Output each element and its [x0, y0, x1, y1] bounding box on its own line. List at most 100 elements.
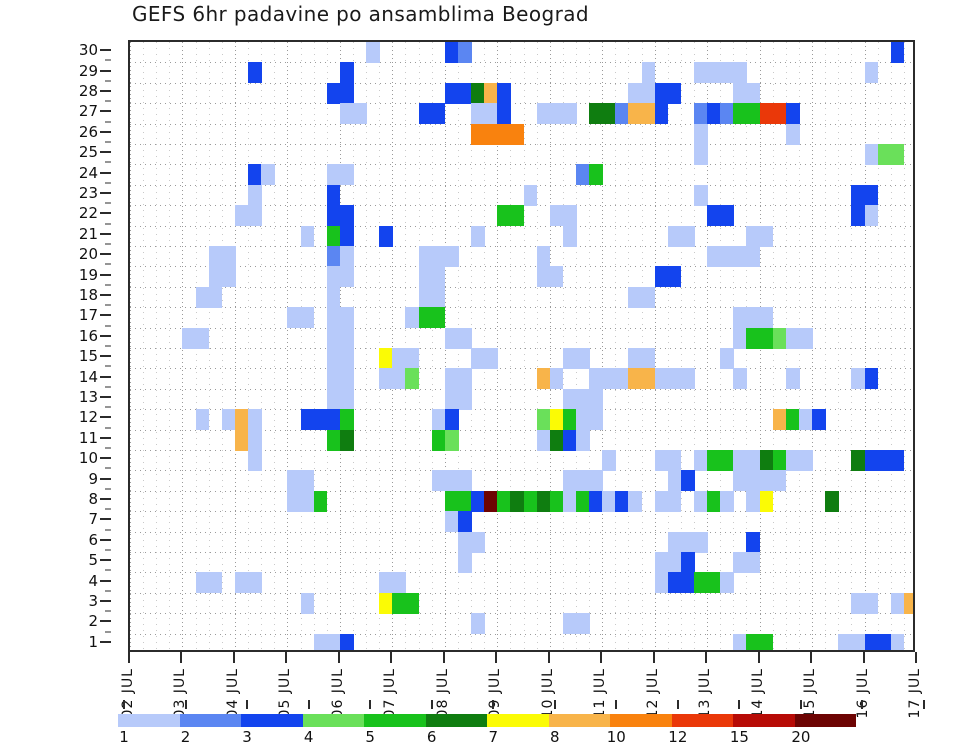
- heatmap-cell: [759, 225, 774, 247]
- colorbar-segment: [118, 714, 180, 727]
- heatmap-cell: [694, 144, 708, 165]
- x-tick-mark: [915, 652, 917, 663]
- heatmap-cell: [326, 286, 341, 308]
- heatmap-cell: [326, 429, 341, 451]
- heatmap-cell: [562, 205, 577, 227]
- gridline-6hr: [169, 42, 171, 650]
- gridline-day: [654, 42, 656, 650]
- heatmap-cell: [667, 490, 682, 512]
- heatmap-cell: [733, 103, 748, 125]
- heatmap-cell: [405, 307, 420, 329]
- heatmap-cell: [667, 470, 682, 492]
- heatmap-cell: [195, 286, 210, 308]
- heatmap-cell: [313, 633, 328, 650]
- y-tick-label: 7: [88, 510, 98, 529]
- gridline-day: [707, 42, 709, 650]
- heatmap-cell: [549, 429, 564, 451]
- heatmap-cell: [746, 470, 761, 492]
- gridline-member: [130, 368, 913, 370]
- colorbar-tick-label: 15: [729, 728, 749, 746]
- heatmap-cell: [733, 246, 748, 267]
- x-tick-mark: [862, 652, 865, 663]
- y-minor-tick: [105, 467, 111, 469]
- heatmap-cell: [248, 409, 262, 431]
- x-tick-mark: [495, 652, 498, 663]
- heatmap-cell: [575, 470, 590, 492]
- heatmap-cell: [785, 103, 800, 125]
- heatmap-cell: [667, 552, 682, 573]
- heatmap-cell: [798, 450, 813, 471]
- heatmap-cell: [457, 511, 472, 533]
- gridline-day: [130, 42, 131, 650]
- heatmap-cell: [733, 62, 748, 84]
- y-tick-mark: [100, 640, 111, 643]
- heatmap-cell: [471, 82, 485, 104]
- gridline-6hr: [523, 42, 525, 650]
- x-tick-mark: [547, 652, 550, 663]
- heatmap-cell: [733, 470, 748, 492]
- colorbar-tick-label: 10: [606, 728, 626, 746]
- heatmap-cell: [694, 450, 708, 471]
- heatmap-cell: [772, 103, 787, 125]
- gridline-6hr: [589, 42, 591, 650]
- gridline-member: [130, 286, 913, 288]
- x-tick-mark: [600, 652, 603, 663]
- heatmap-cell: [694, 123, 708, 145]
- heatmap-cell: [300, 409, 315, 431]
- heatmap-cell: [221, 409, 236, 431]
- heatmap-cell: [484, 348, 498, 369]
- gridline-member: [130, 572, 913, 574]
- gridline-6hr: [221, 42, 223, 650]
- colorbar-tick-mark: [553, 700, 556, 709]
- y-tick-mark: [100, 396, 111, 398]
- heatmap-cell: [444, 429, 459, 451]
- heatmap-cell: [234, 429, 249, 451]
- heatmap-cell: [339, 266, 354, 288]
- colorbar-segment: [487, 714, 549, 727]
- heatmap-cell: [326, 225, 341, 247]
- heatmap-cell: [248, 429, 262, 451]
- x-tick-mark: [705, 652, 708, 663]
- heatmap-cell: [733, 82, 748, 104]
- y-tick-label: 16: [78, 326, 98, 345]
- heatmap-cell: [746, 225, 761, 247]
- heatmap-cell: [562, 409, 577, 431]
- colorbar-segment: [548, 714, 611, 727]
- heatmap-cell: [864, 368, 879, 390]
- colorbar-tick-mark: [307, 700, 310, 709]
- y-minor-tick: [105, 263, 111, 265]
- gridline-day: [287, 42, 289, 650]
- y-tick-mark: [100, 457, 111, 460]
- heatmap-cell: [707, 62, 721, 84]
- gridline-6hr: [615, 42, 617, 650]
- heatmap-cell: [667, 450, 682, 471]
- heatmap-cell: [746, 103, 761, 125]
- heatmap-cell: [680, 552, 695, 573]
- heatmap-cell: [890, 450, 905, 471]
- heatmap-cell: [339, 205, 354, 227]
- heatmap-cell: [549, 490, 564, 512]
- y-minor-tick: [105, 447, 111, 449]
- heatmap-cell: [326, 409, 341, 431]
- heatmap-cell: [326, 164, 341, 186]
- x-tick-mark: [652, 652, 655, 663]
- y-minor-tick: [105, 141, 111, 143]
- y-minor-tick: [105, 202, 111, 204]
- gridline-6hr: [694, 42, 696, 650]
- y-tick-label: 24: [78, 163, 98, 182]
- heatmap-cell: [667, 225, 682, 247]
- heatmap-cell: [759, 103, 774, 125]
- heatmap-cell: [195, 572, 210, 594]
- y-minor-tick: [105, 569, 111, 571]
- gridline-member: [130, 348, 913, 349]
- heatmap-cell: [549, 266, 564, 288]
- heatmap-cell: [457, 531, 472, 553]
- colorbar-tick-mark: [615, 700, 618, 709]
- gridline-member: [130, 470, 913, 472]
- x-tick-mark: [285, 652, 288, 663]
- heatmap-cell: [326, 82, 341, 104]
- heatmap-cell: [707, 572, 721, 594]
- heatmap-cell: [864, 592, 879, 614]
- y-tick-label: 14: [78, 367, 98, 386]
- gridline-day: [497, 42, 499, 650]
